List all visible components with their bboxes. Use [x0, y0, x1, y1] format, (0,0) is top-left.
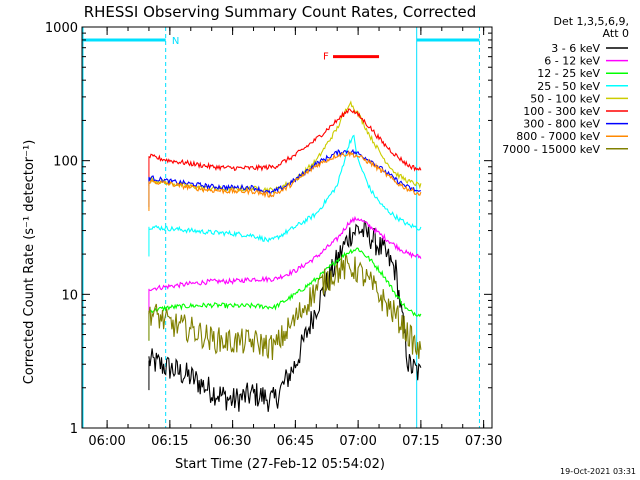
y-axis-label: Corrected Count Rate (s⁻¹ detector⁻¹)	[22, 140, 37, 385]
legend-label-7: 300 - 800 keV	[523, 118, 600, 131]
x-tick-label-5: 07:00	[339, 434, 376, 449]
legend-label-9: 7000 - 15000 keV	[502, 143, 600, 156]
legend-label-3: 12 - 25 keV	[537, 67, 600, 80]
legend-label-2: 6 - 12 keV	[544, 55, 600, 68]
chart-title: RHESSI Observing Summary Count Rates, Co…	[84, 3, 477, 21]
flare-label: F	[323, 52, 329, 63]
x-tick-label-4: 06:45	[277, 434, 314, 449]
night-label: N	[172, 36, 179, 47]
legend-label-4: 25 - 50 keV	[537, 80, 600, 93]
legend-label-6: 100 - 300 keV	[523, 105, 600, 118]
series-6-line	[148, 108, 422, 172]
series-8-line	[148, 150, 422, 199]
legend-label-8: 800 - 7000 keV	[516, 130, 600, 143]
y-tick-label-4: 1000	[45, 21, 78, 36]
y-tick-label-3: 100	[53, 155, 78, 170]
series-5-line	[148, 100, 422, 194]
x-tick-label-7: 07:30	[465, 434, 502, 449]
y-tick-label-2: 10	[61, 288, 78, 303]
legend-header-line-2: Att 0	[603, 27, 629, 40]
plot-area: N F 06:00 06:15 06:30 06:45 07:00 07:15 07:30 1 10…	[45, 21, 502, 449]
timestamp-label: 19-Oct-2021 03:31	[560, 467, 636, 476]
legend-header-line-1: Det 1,3,5,6,9,	[553, 15, 629, 28]
plot-frame	[81, 26, 493, 429]
series-9-line	[148, 255, 422, 361]
legend-label-1: 3 - 6 keV	[551, 42, 600, 55]
x-tick-label-6: 07:15	[402, 434, 439, 449]
x-axis-label: Start Time (27-Feb-12 05:54:02)	[175, 457, 385, 472]
x-tick-label-2: 06:15	[151, 434, 188, 449]
x-tick-label-1: 06:00	[88, 434, 125, 449]
y-tick-label-1: 1	[70, 422, 78, 437]
series-1-line	[148, 220, 422, 412]
series-3-line	[148, 247, 422, 318]
x-tick-label-3: 06:30	[214, 434, 251, 449]
series-2-line	[148, 215, 422, 292]
series-4-line	[148, 134, 422, 243]
legend-label-5: 50 - 100 keV	[530, 92, 600, 105]
